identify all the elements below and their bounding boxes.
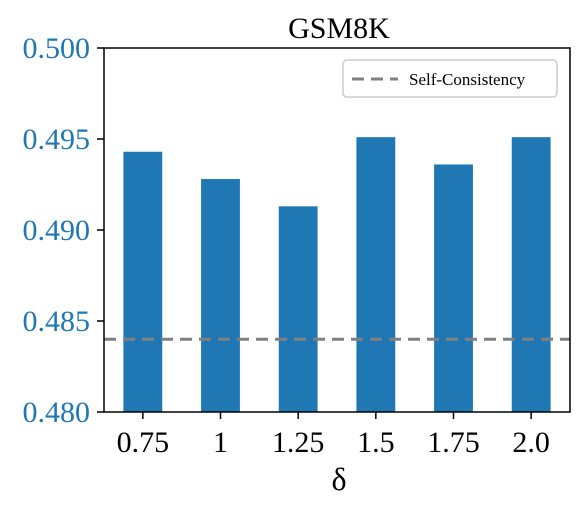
x-axis-label: δ xyxy=(331,461,346,497)
y-tick-label: 0.485 xyxy=(23,305,91,338)
chart-title: GSM8K xyxy=(288,12,390,45)
bar-1 xyxy=(201,179,240,412)
bar-1.5 xyxy=(356,137,396,412)
bar-2.0 xyxy=(511,137,551,412)
plot-frame xyxy=(103,47,571,413)
y-ticks-group: 0.480 0.485 0.490 0.495 0.500 xyxy=(23,32,104,429)
axes-group xyxy=(103,47,571,413)
x-ticks-group: 0.75 1 1.25 1.5 1.75 2.0 xyxy=(117,412,550,459)
bar-1.25 xyxy=(278,206,318,412)
legend: Self-Consistency xyxy=(342,59,558,98)
bar-1.75 xyxy=(434,164,473,412)
x-tick-label: 1.5 xyxy=(357,426,395,459)
y-tick-label: 0.500 xyxy=(23,32,91,65)
x-tick-label: 1 xyxy=(213,426,228,459)
legend-label: Self-Consistency xyxy=(409,70,526,89)
x-tick-label: 1.75 xyxy=(427,426,480,459)
x-tick-label: 1.25 xyxy=(272,426,325,459)
x-tick-label: 0.75 xyxy=(117,426,170,459)
y-tick-label: 0.480 xyxy=(23,396,91,429)
y-tick-label: 0.490 xyxy=(23,214,91,247)
bars-group xyxy=(123,137,551,413)
bar-0.75 xyxy=(123,151,163,413)
x-tick-label: 2.0 xyxy=(512,426,550,459)
legend-box xyxy=(342,59,558,98)
y-tick-label: 0.495 xyxy=(23,123,91,156)
